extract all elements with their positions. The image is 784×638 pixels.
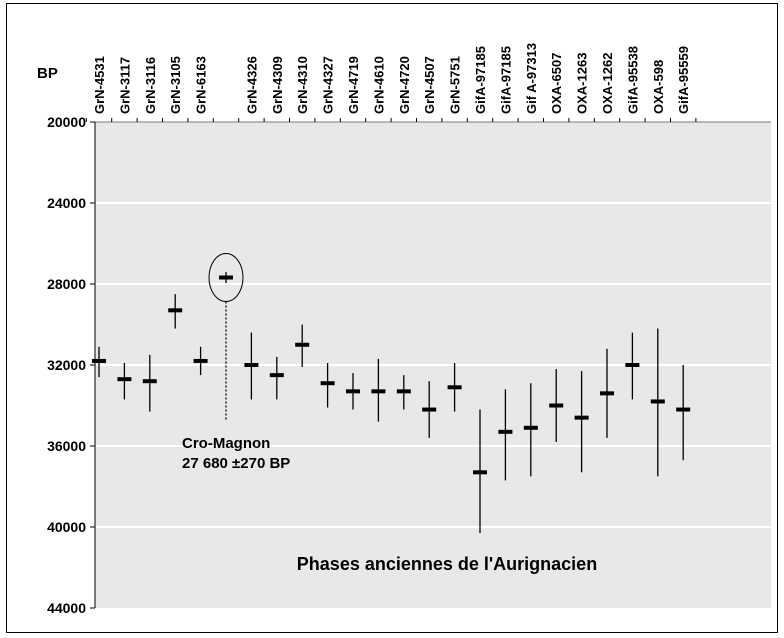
category-label: GrN-4309 [270,56,285,114]
y-tick-label: 32000 [47,357,86,373]
annotation-title: Cro-Magnon [182,435,270,452]
y-tick-label: 24000 [47,195,86,211]
y-tick-label: 28000 [47,276,86,292]
category-labels: GrN-4531 GrN-3117 GrN-3116 GrN-3105 GrN-6163… [85,43,771,123]
category-label: OXA-1263 [575,53,590,114]
phase-caption: Phases anciennes de l'Aurignacien [297,554,597,574]
category-label: GrN-4720 [397,56,412,114]
category-label: GrN-4327 [321,56,336,114]
category-label: GrN-4507 [422,56,437,114]
category-label: GrN-3105 [168,56,183,114]
category-label: GrN-6163 [194,56,209,114]
category-label: GrN-4531 [92,56,107,114]
chart-frame: 20000 24000 28000 32000 36000 40000 44000 BP G… [6,3,778,633]
category-label: GifA-97185 [498,46,513,114]
y-tick-label: 40000 [47,519,86,535]
y-tick-label: 36000 [47,438,86,454]
y-axis: 20000 24000 28000 32000 36000 40000 44000 [47,114,96,616]
category-label: GifA-97185 [473,46,488,114]
data-marks [92,272,691,534]
radiocarbon-chart: 20000 24000 28000 32000 36000 40000 44000 BP G… [37,43,771,616]
category-label: GrN-3116 [143,57,158,114]
category-label: GrN-4310 [295,56,310,114]
category-label: OXA-6507 [549,53,564,114]
category-label: GrN-4719 [346,56,361,114]
category-label: GrN-3117 [117,57,132,114]
category-label: GrN-5751 [448,56,463,114]
annotation-value: 27 680 ±270 BP [182,455,290,472]
category-label: GifA-95538 [625,46,640,114]
category-label: GrN-4326 [244,56,259,114]
y-axis-label: BP [37,65,58,82]
y-tick-label: 44000 [47,600,86,616]
category-label: OXA-1262 [600,53,615,114]
highlight-ellipse [208,253,244,303]
y-tick-label: 20000 [47,114,86,130]
category-label: Gif A-97313 [524,43,539,114]
category-label: OXA-598 [651,60,666,114]
category-label: GifA-95559 [676,46,691,114]
category-label: GrN-4610 [371,56,386,114]
